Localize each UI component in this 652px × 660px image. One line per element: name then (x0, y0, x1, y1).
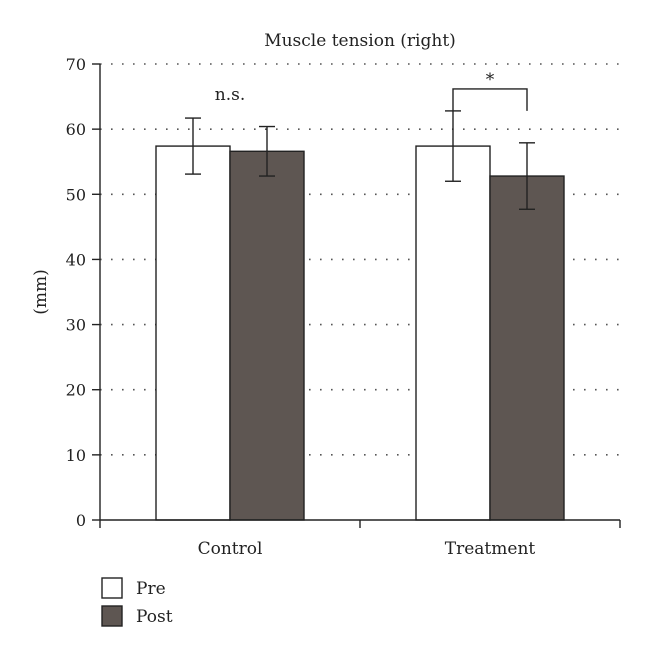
legend-swatch-pre (101, 577, 123, 599)
y-tick-label: 50 (66, 185, 86, 204)
bar-post-treatment (489, 175, 565, 521)
y-tick-label: 10 (66, 446, 86, 465)
legend-label-post: Post (136, 607, 173, 627)
chart-title: Muscle tension (right) (264, 31, 456, 51)
annotations: n.s. * (215, 70, 528, 111)
y-tick-label: 70 (66, 55, 86, 74)
y-tick-label: 30 (66, 316, 86, 335)
error-bar-post-treatment (519, 142, 535, 210)
significance-label: * (486, 70, 495, 90)
legend-swatch-post (101, 605, 123, 627)
significance-label: n.s. (215, 85, 245, 105)
legend: Pre Post (101, 577, 173, 627)
y-tick-label: 60 (66, 120, 86, 139)
error-bar-pre-control (185, 117, 201, 175)
error-bars (185, 110, 535, 210)
bar-pre-treatment (415, 145, 491, 521)
bars (155, 145, 565, 521)
x-tick-label-control: Control (198, 539, 263, 559)
axes: 0 10 20 30 40 50 60 70 Control Treatment (66, 55, 621, 559)
y-tick-label: 20 (66, 381, 86, 400)
y-tick-label: 40 (66, 250, 86, 269)
x-tick-label-treatment: Treatment (445, 539, 536, 559)
bar-post-control (229, 150, 305, 521)
y-axis-label: (mm) (31, 269, 51, 315)
significance-bracket (452, 88, 528, 111)
error-bar-post-control (259, 125, 275, 177)
legend-label-pre: Pre (136, 579, 166, 599)
bar-pre-control (155, 145, 231, 521)
y-tick-label: 0 (76, 511, 86, 530)
